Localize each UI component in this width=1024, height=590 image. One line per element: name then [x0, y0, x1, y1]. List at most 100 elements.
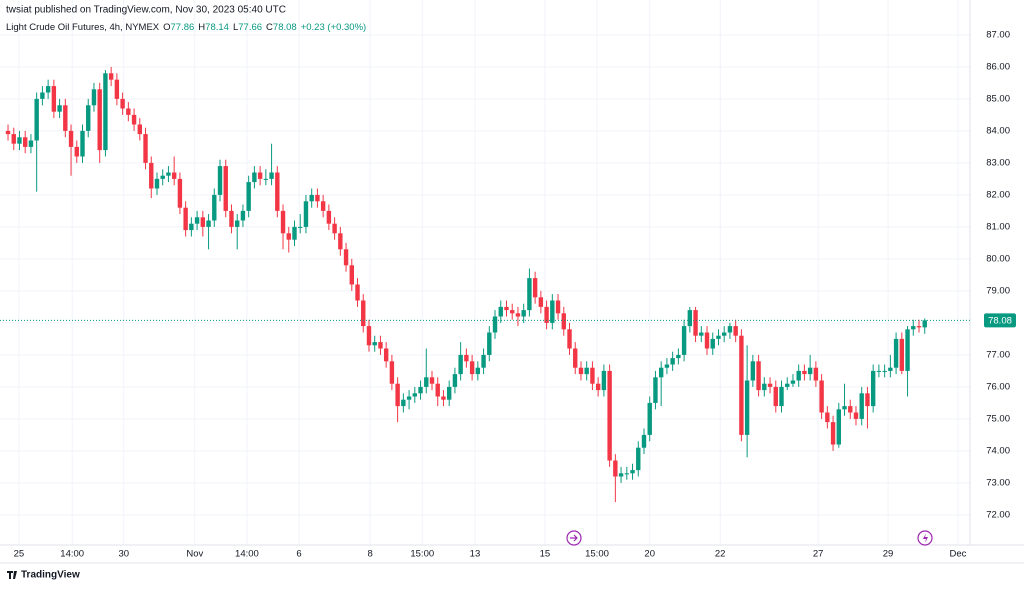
- candle-body: [807, 367, 813, 375]
- candle-body: [601, 370, 607, 391]
- y-tick-label: 76.00: [986, 381, 1010, 392]
- candle-body: [63, 105, 68, 131]
- candle-body: [710, 338, 715, 349]
- candle-body: [326, 210, 332, 224]
- candle-body: [212, 194, 217, 221]
- y-tick-label: 77.00: [986, 349, 1010, 360]
- event-icon[interactable]: [566, 530, 582, 546]
- candle-body: [200, 217, 206, 227]
- candle-body: [578, 367, 584, 375]
- candle-body: [905, 329, 910, 371]
- candle-body: [802, 370, 807, 375]
- candle-body: [246, 182, 251, 211]
- x-tick-label: 27: [813, 549, 824, 560]
- candle-body: [870, 370, 876, 407]
- candle-body: [252, 172, 257, 183]
- candle-body: [636, 447, 641, 471]
- candle-body: [498, 306, 503, 317]
- candle-body: [183, 207, 188, 231]
- candle-body: [555, 300, 561, 314]
- candle-body: [74, 146, 79, 157]
- candle-body: [366, 326, 372, 346]
- candle-body: [97, 89, 102, 151]
- y-tick-label: 82.00: [986, 189, 1010, 200]
- candle-body: [613, 460, 618, 477]
- y-tick-label: 72.00: [986, 509, 1010, 520]
- candle-body: [842, 406, 847, 410]
- candles: [5, 66, 927, 503]
- candle-body: [550, 300, 555, 323]
- candle-body: [154, 178, 160, 189]
- legend-item: 77.66: [238, 22, 262, 33]
- candle-body: [406, 396, 412, 400]
- candle-body: [779, 386, 784, 407]
- candle-body: [275, 172, 280, 211]
- candle-body: [458, 354, 463, 375]
- candle-body: [217, 166, 223, 195]
- grid: [0, 0, 970, 545]
- publisher: twsiat published on TradingView.com, Nov…: [6, 5, 286, 16]
- y-tick-label: 79.00: [986, 285, 1010, 296]
- candle-body: [361, 300, 366, 327]
- candle-body: [865, 393, 870, 407]
- candle-body: [235, 220, 240, 227]
- x-tick-label: 14:00: [235, 549, 259, 560]
- y-tick-label: 87.00: [986, 29, 1010, 40]
- candle-body: [773, 386, 778, 407]
- candle-body: [395, 383, 400, 407]
- tradingview-logo: TradingView: [7, 570, 80, 581]
- candle-body: [298, 226, 303, 228]
- candle-body: [664, 364, 670, 368]
- candle-body: [624, 473, 630, 475]
- x-tick-label: 25: [14, 549, 25, 560]
- candle-body: [607, 370, 612, 461]
- legend: Light Crude Oil Futures, 4h, NYMEX O77.86…: [6, 22, 366, 33]
- y-tick-label: 83.00: [986, 157, 1010, 168]
- candle-body: [618, 473, 624, 477]
- y-tick-label: 84.00: [986, 125, 1010, 136]
- event-icon[interactable]: [917, 530, 933, 546]
- x-tick-label: 29: [883, 549, 894, 560]
- x-tick-label: 15: [540, 549, 551, 560]
- candle-body: [676, 354, 681, 359]
- candle-body: [641, 434, 647, 448]
- candle-body: [372, 342, 377, 346]
- candle-body: [108, 73, 114, 80]
- legend-item: 78.08: [273, 22, 297, 33]
- candle-body: [911, 326, 916, 330]
- legend-item: L: [233, 22, 238, 33]
- candle-body: [315, 194, 320, 202]
- brand: TradingView: [21, 570, 80, 581]
- candle-body: [584, 367, 589, 375]
- candle-body: [5, 130, 11, 135]
- x-tick-label: 15:00: [410, 549, 434, 560]
- x-tick-label: 30: [118, 549, 129, 560]
- candle-body: [143, 134, 148, 163]
- candle-body: [521, 310, 526, 317]
- candle-body: [830, 422, 836, 445]
- candle-body: [424, 377, 429, 387]
- candle-body: [332, 223, 337, 234]
- candle-body: [137, 124, 142, 135]
- candle-body: [401, 399, 406, 407]
- candle-body: [727, 326, 733, 333]
- legend-item: H: [198, 22, 205, 33]
- candle-body: [504, 306, 509, 311]
- candle-body: [670, 358, 675, 365]
- candle-body: [733, 326, 738, 336]
- candle-body: [819, 380, 824, 413]
- candle-body: [223, 166, 228, 211]
- candle-body: [848, 406, 853, 413]
- candle-body: [11, 134, 16, 144]
- candle-body: [355, 284, 360, 301]
- candle-body: [91, 89, 97, 106]
- candle-body: [595, 383, 601, 391]
- candle-body: [767, 383, 773, 387]
- candle-body: [492, 316, 498, 333]
- candle-body: [882, 370, 887, 372]
- candle-body: [853, 412, 859, 419]
- candle-body: [527, 278, 532, 311]
- y-tick-label: 73.00: [986, 477, 1010, 488]
- candle-body: [40, 92, 45, 99]
- candle-body: [131, 114, 137, 125]
